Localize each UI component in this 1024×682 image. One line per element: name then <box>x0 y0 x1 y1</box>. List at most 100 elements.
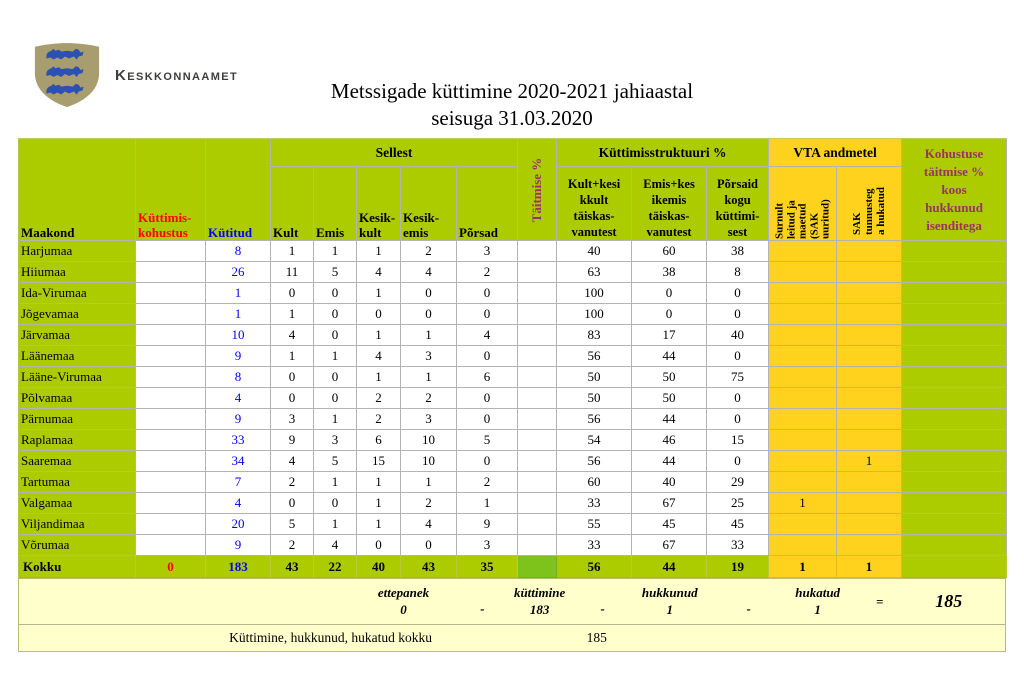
cell-taitmise <box>518 472 558 493</box>
cell-porsad: 2 <box>457 262 519 283</box>
cell-emis: 0 <box>314 304 357 325</box>
cell-taitmise <box>518 409 558 430</box>
cell-str1: 55 <box>557 514 633 535</box>
cell-str1: 50 <box>557 367 633 388</box>
cell-vta1 <box>769 430 838 451</box>
cell-maakond: Järvamaa <box>19 325 136 346</box>
cell-porsad: 3 <box>457 241 519 262</box>
cell-total-emis: 22 <box>314 556 357 578</box>
cell-kult: 2 <box>271 472 314 493</box>
summary-minus-sign: - <box>600 601 605 616</box>
cell-kesik-emis: 2 <box>401 493 457 514</box>
cell-kesik-emis: 0 <box>401 535 457 556</box>
vta1-rotated-label: Surnult leitud ja maetud (SAK uuritud) <box>772 198 831 239</box>
cell-maakond: Hiiumaa <box>19 262 136 283</box>
cell-str3: 40 <box>707 325 770 346</box>
cell-taitmise <box>518 388 558 409</box>
cell-taitmise <box>518 241 558 262</box>
cell-vta2 <box>837 241 903 262</box>
summary-footer-label: Küttimine, hukkunud, hukatud kokku <box>229 630 432 645</box>
cell-emis: 3 <box>314 430 357 451</box>
cell-kult: 0 <box>271 388 314 409</box>
cell-str3: 45 <box>707 514 770 535</box>
cell-porsad: 4 <box>457 325 519 346</box>
cell-str1: 56 <box>557 451 633 472</box>
cell-str2: 44 <box>632 346 708 367</box>
table-row: Järvamaa 10 4 0 1 1 4 83 17 40 <box>19 325 1008 346</box>
cell-kohustuse <box>902 388 1008 409</box>
cell-str1: 33 <box>557 535 633 556</box>
cell-kult: 0 <box>271 283 314 304</box>
cell-str1: 50 <box>557 388 633 409</box>
cell-vta2 <box>837 346 903 367</box>
table-row: Ida-Virumaa 1 0 0 1 0 0 100 0 0 <box>19 283 1008 304</box>
cell-str2: 50 <box>632 388 708 409</box>
summary-footer-total: 185 <box>586 630 607 645</box>
cell-vta1 <box>769 262 838 283</box>
cell-kohustuse <box>902 451 1008 472</box>
cell-vta2 <box>837 409 903 430</box>
cell-kytitud: 1 <box>206 283 271 304</box>
cell-maakond: Valgamaa <box>19 493 136 514</box>
table-row: Saaremaa 34 4 5 15 10 0 56 44 0 1 <box>19 451 1008 472</box>
cell-kesik-kult: 6 <box>357 430 401 451</box>
col-header-kesik-kult: Kesik- kult <box>357 167 401 241</box>
cell-kohustuse <box>902 262 1008 283</box>
cell-kesik-kult: 1 <box>357 493 401 514</box>
cell-kohustus <box>136 472 206 493</box>
cell-vta2 <box>837 514 903 535</box>
cell-porsad: 0 <box>457 388 519 409</box>
cell-kytitud: 34 <box>206 451 271 472</box>
cell-porsad: 3 <box>457 535 519 556</box>
cell-vta1 <box>769 472 838 493</box>
cell-str2: 38 <box>632 262 708 283</box>
cell-maakond: Harjumaa <box>19 241 136 262</box>
cell-kytitud: 9 <box>206 535 271 556</box>
cell-str1: 100 <box>557 304 633 325</box>
cell-total-str2: 44 <box>632 556 708 578</box>
cell-total-kesik-emis: 43 <box>401 556 457 578</box>
cell-kohustus <box>136 493 206 514</box>
cell-emis: 0 <box>314 493 357 514</box>
cell-taitmise <box>518 367 558 388</box>
total-row: Kokku 0 183 43 22 40 43 35 56 44 19 1 1 <box>19 556 1008 578</box>
cell-maakond: Raplamaa <box>19 430 136 451</box>
cell-str2: 60 <box>632 241 708 262</box>
cell-maakond: Ida-Virumaa <box>19 283 136 304</box>
cell-taitmise <box>518 262 558 283</box>
col-header-taitmise: Täitmise % <box>518 139 558 241</box>
cell-str3: 0 <box>707 409 770 430</box>
cell-emis: 1 <box>314 241 357 262</box>
cell-vta1 <box>769 304 838 325</box>
cell-vta1 <box>769 367 838 388</box>
cell-maakond: Tartumaa <box>19 472 136 493</box>
cell-str3: 25 <box>707 493 770 514</box>
cell-kohustus <box>136 535 206 556</box>
group-header-struktuur: Küttimisstruktuuri % <box>557 139 770 167</box>
col-header-kult: Kult <box>271 167 314 241</box>
cell-str2: 0 <box>632 304 708 325</box>
table-row: Pärnumaa 9 3 1 2 3 0 56 44 0 <box>19 409 1008 430</box>
cell-emis: 0 <box>314 283 357 304</box>
cell-vta2 <box>837 535 903 556</box>
cell-kohustuse <box>902 367 1008 388</box>
cell-maakond: Pärnumaa <box>19 409 136 430</box>
cell-kytitud: 4 <box>206 388 271 409</box>
table-row: Jõgevamaa 1 1 0 0 0 0 100 0 0 <box>19 304 1008 325</box>
cell-kult: 11 <box>271 262 314 283</box>
org-wordmark: Keskkonnaamet <box>115 66 239 84</box>
summary-value: 1 <box>814 602 821 617</box>
cell-kult: 1 <box>271 304 314 325</box>
cell-kult: 0 <box>271 493 314 514</box>
cell-taitmise <box>518 493 558 514</box>
cell-str3: 0 <box>707 346 770 367</box>
cell-str2: 45 <box>632 514 708 535</box>
hunting-table: Maakond Küttimis- kohustus Kütitud Selle… <box>18 138 1008 578</box>
cell-emis: 5 <box>314 262 357 283</box>
cell-kytitud: 33 <box>206 430 271 451</box>
cell-kesik-kult: 0 <box>357 535 401 556</box>
cell-kult: 0 <box>271 367 314 388</box>
summary-value: 1 <box>666 602 674 617</box>
cell-kesik-emis: 1 <box>401 367 457 388</box>
cell-vta2 <box>837 262 903 283</box>
